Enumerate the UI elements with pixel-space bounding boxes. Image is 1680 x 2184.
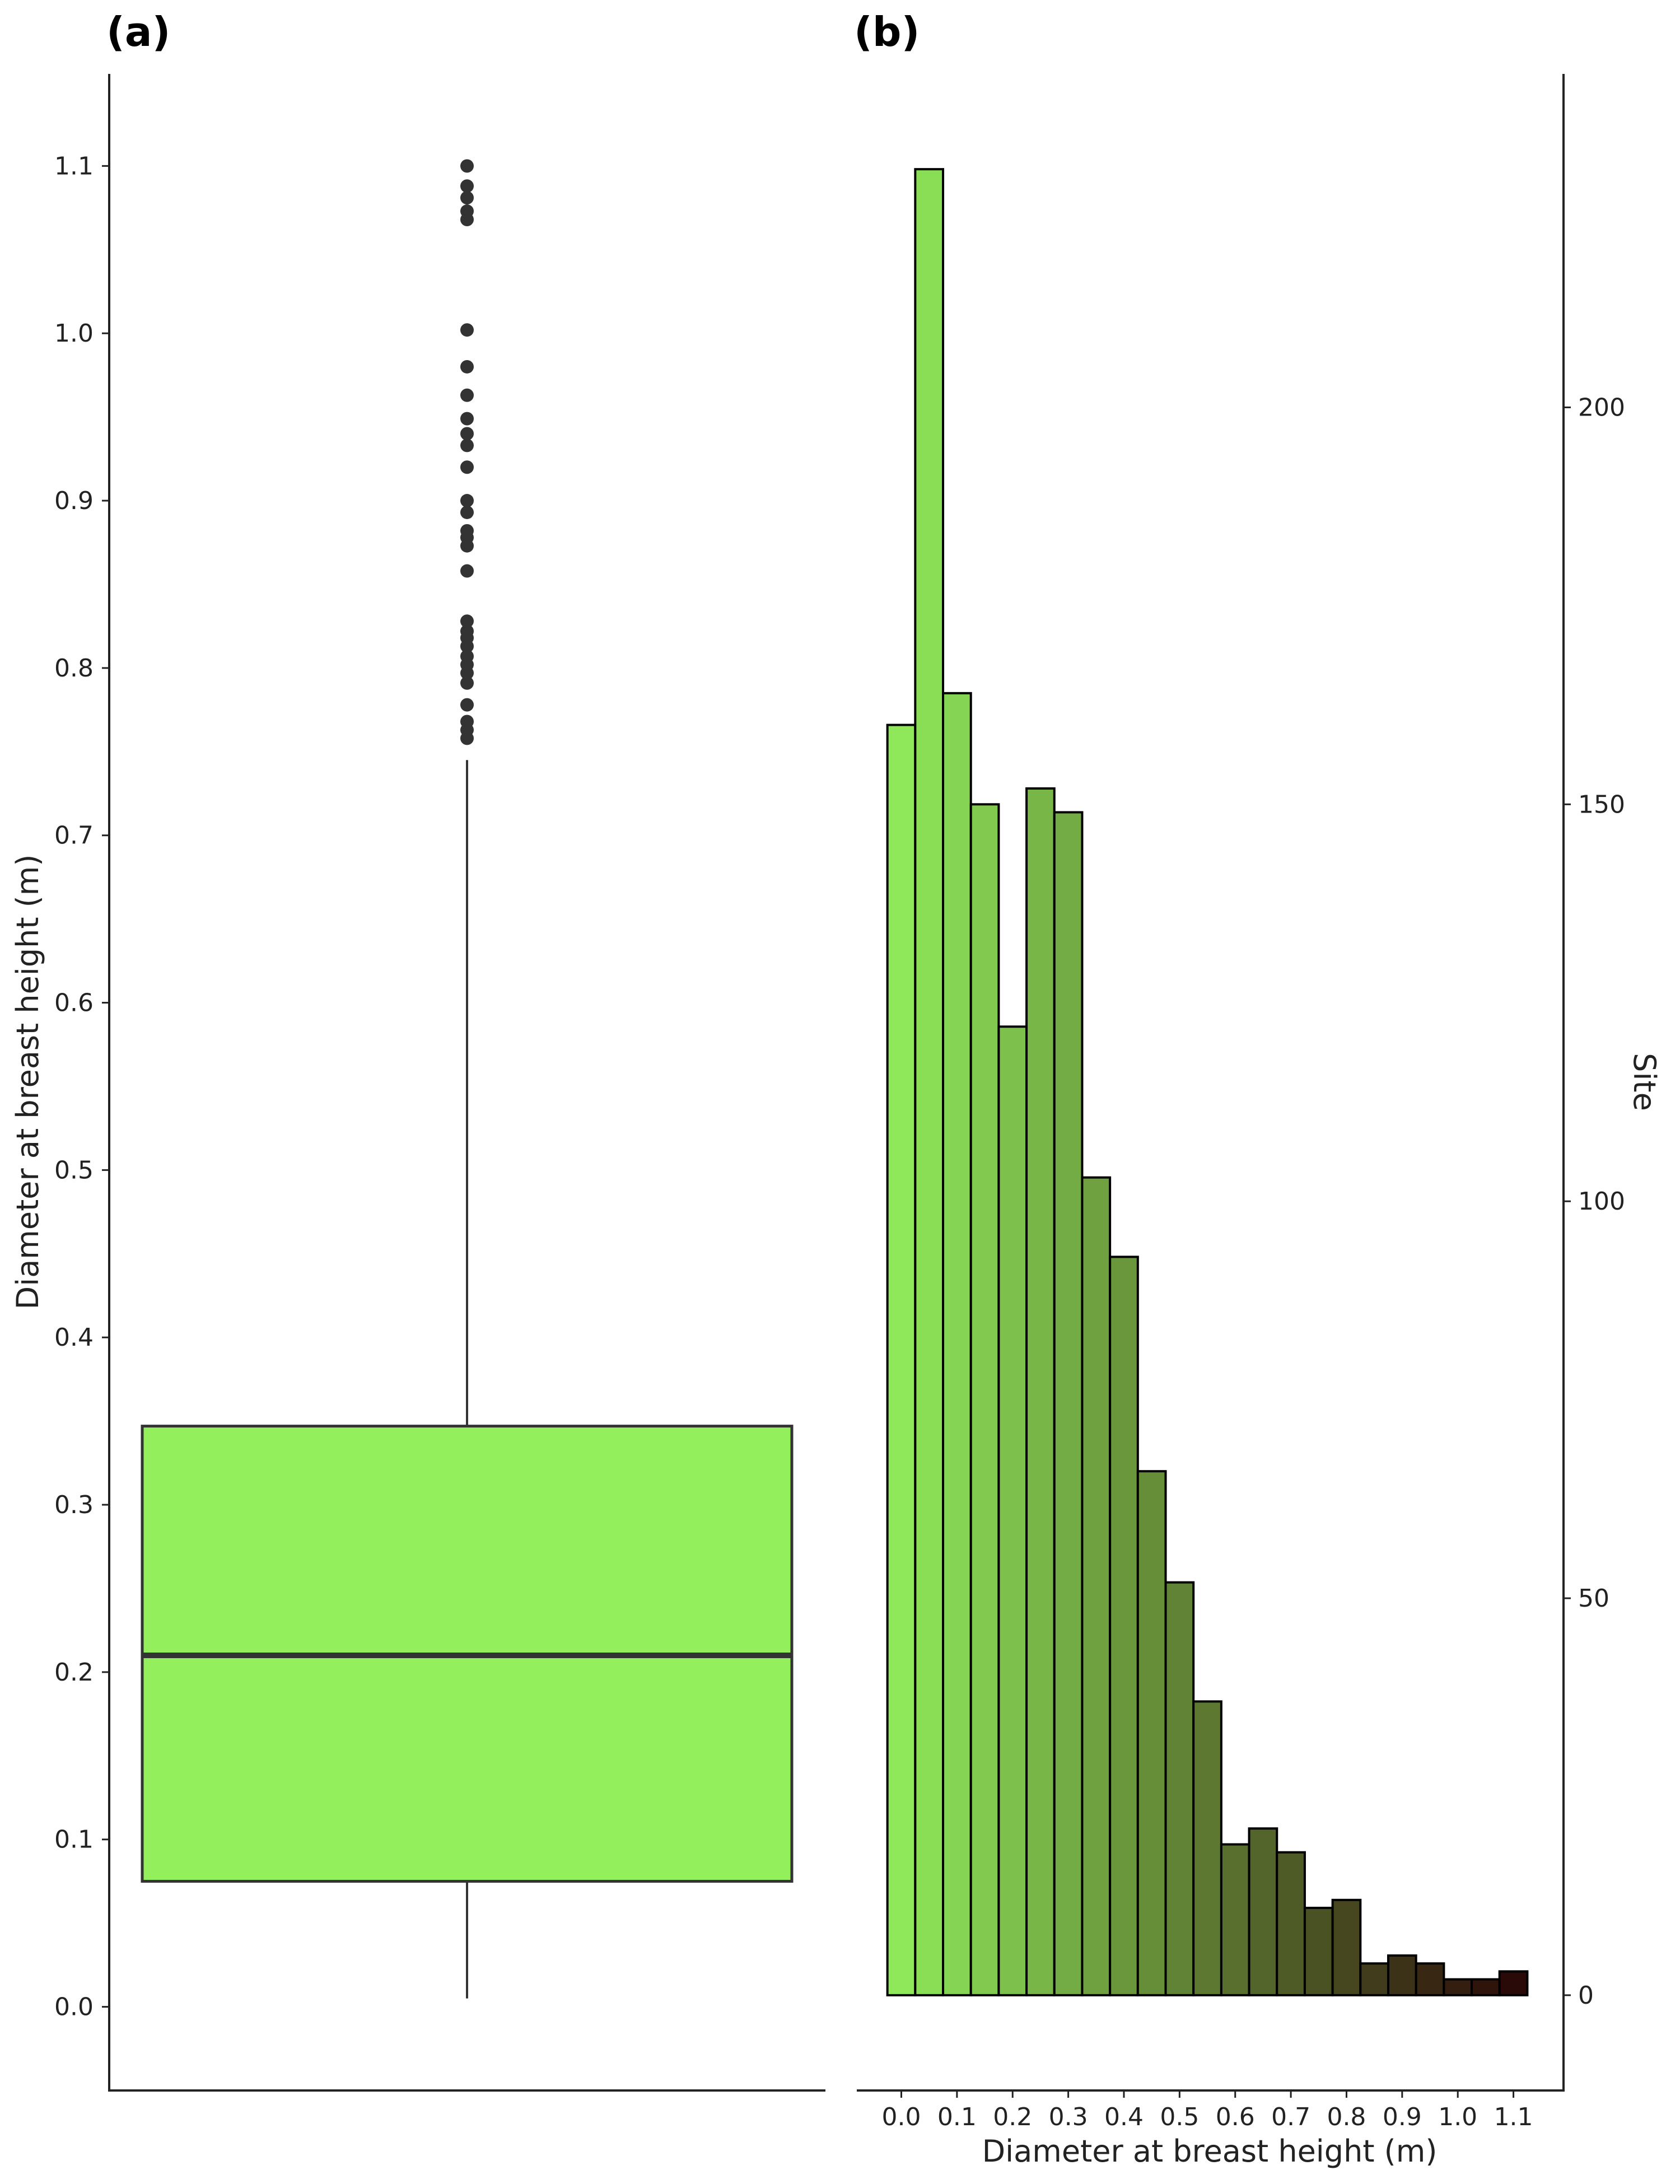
histogram-bar [1053,811,1084,1996]
panel-b-y-tick-label: 0 [1578,1981,1594,2010]
histogram-bar [1164,1581,1195,1996]
panel-a-y-tick-label: 0.9 [54,487,94,515]
outlier-point [460,494,474,508]
panel-b-x-tick-label: 0.8 [1327,2103,1366,2131]
panel-a-y-axis-title: Diameter at breast height (m) [10,855,45,1310]
histogram-bar [1387,1954,1417,1996]
panel-a-y-ticks: 0.0 0.1 0.2 0.3 0.4 0.5 0.6 0.7 0.8 0.9 1.0 1.1 [54,152,109,2022]
panel-b-x-tick-label: 0.4 [1104,2103,1144,2131]
histogram-bar [1471,1978,1501,1996]
histogram-bar [1359,1962,1389,1996]
outlier-point [460,505,474,519]
panel-b-x-axis-title: Diameter at breast height (m) [982,2134,1438,2169]
panel-b-y-axis-title: Site [1627,1053,1662,1111]
outlier-point [460,676,474,690]
panel-a-y-tick-label: 0.1 [54,1826,94,1854]
panel-a-y-tick-label: 1.1 [54,152,94,180]
histogram-bar [1220,1843,1250,1996]
outlier-point [460,715,474,729]
histogram-bar [1498,1970,1529,1996]
panel-a-y-tick-label: 0.4 [54,1323,94,1352]
panel-b-label: (b) [854,8,920,55]
histogram-bar [1081,1176,1112,1996]
histogram-bar [1303,1906,1334,1996]
outlier-point [460,564,474,578]
outlier-point [460,191,474,205]
panel-a-y-tick-label: 0.8 [54,654,94,683]
panel-a-y-tick-label: 0.5 [54,1156,94,1184]
panel-a-box-group [141,760,794,1999]
histogram-bar [914,168,945,1996]
panel-a-y-tick-label: 0.3 [54,1491,94,1519]
panel-a-label: (a) [106,8,170,55]
panel-b-x-tick-label: 0.6 [1216,2103,1255,2131]
panel-b-bars [886,168,1529,1996]
panel-b-histogram: (b) 0.0 0.1 0.2 0.3 0.4 0.5 0.6 0.7 0.8 0.9 1.0 1.1… [854,8,1662,2169]
outlier-point [460,460,474,474]
histogram-bar [1276,1851,1306,1996]
panel-b-y-ticks: 0 50 100 150 200 [1564,393,1625,2010]
histogram-bar [1025,787,1056,1996]
panel-b-x-tick-label: 0.7 [1271,2103,1310,2131]
outlier-point [460,524,474,538]
panel-b-x-tick-label: 1.1 [1494,2103,1533,2131]
panel-b-y-tick-label: 100 [1578,1187,1625,1216]
outlier-point [460,438,474,452]
panel-b-y-tick-label: 150 [1578,790,1625,819]
outlier-point [460,698,474,712]
panel-b-y-tick-label: 50 [1578,1584,1609,1613]
histogram-bar [1331,1898,1362,1996]
panel-a-y-tick-label: 0.0 [54,1993,94,2022]
histogram-bar [1109,1256,1139,1996]
panel-b-y-tick-label: 200 [1578,393,1625,422]
outlier-point [460,179,474,193]
panel-b-x-tick-label: 0.5 [1160,2103,1199,2131]
outlier-point [460,204,474,218]
histogram-bar [1136,1470,1167,1996]
histogram-bar [1443,1978,1473,1996]
panel-a-outliers [460,159,474,745]
panel-b-x-tick-label: 0.0 [882,2103,921,2131]
panel-b-x-tick-label: 0.9 [1383,2103,1422,2131]
outlier-point [460,427,474,441]
outlier-point [460,649,474,663]
panel-b-x-tick-label: 0.1 [937,2103,977,2131]
panel-a-y-tick-label: 0.2 [54,1658,94,1687]
histogram-bar [1248,1827,1278,1996]
panel-a-y-tick-label: 1.0 [54,319,94,348]
panel-b-x-tick-label: 0.2 [993,2103,1032,2131]
panel-a-y-tick-label: 0.7 [54,822,94,850]
histogram-bar [997,1025,1028,1996]
histogram-bar [886,724,917,1996]
histogram-bar [1192,1700,1222,1996]
panel-b-x-ticks: 0.0 0.1 0.2 0.3 0.4 0.5 0.6 0.7 0.8 0.9 1.0 1.1 [882,2090,1533,2131]
outlier-point [460,388,474,402]
outlier-point [460,624,474,638]
outlier-point [460,360,474,374]
panel-b-x-tick-label: 1.0 [1438,2103,1477,2131]
outlier-point [460,412,474,426]
histogram-bar [1415,1962,1445,1996]
panel-b-x-tick-label: 0.3 [1049,2103,1088,2131]
panel-a-boxplot: (a) 0.0 0.1 0.2 0.3 0.4 0.5 0.6 0.7 0.8 0.9 1.0 1.1… [10,8,825,2092]
outlier-point [460,614,474,628]
histogram-bar [969,803,1000,1996]
histogram-bar [942,692,972,1996]
outlier-point [460,159,474,173]
outlier-point [460,323,474,337]
panel-a-y-tick-label: 0.6 [54,989,94,1018]
